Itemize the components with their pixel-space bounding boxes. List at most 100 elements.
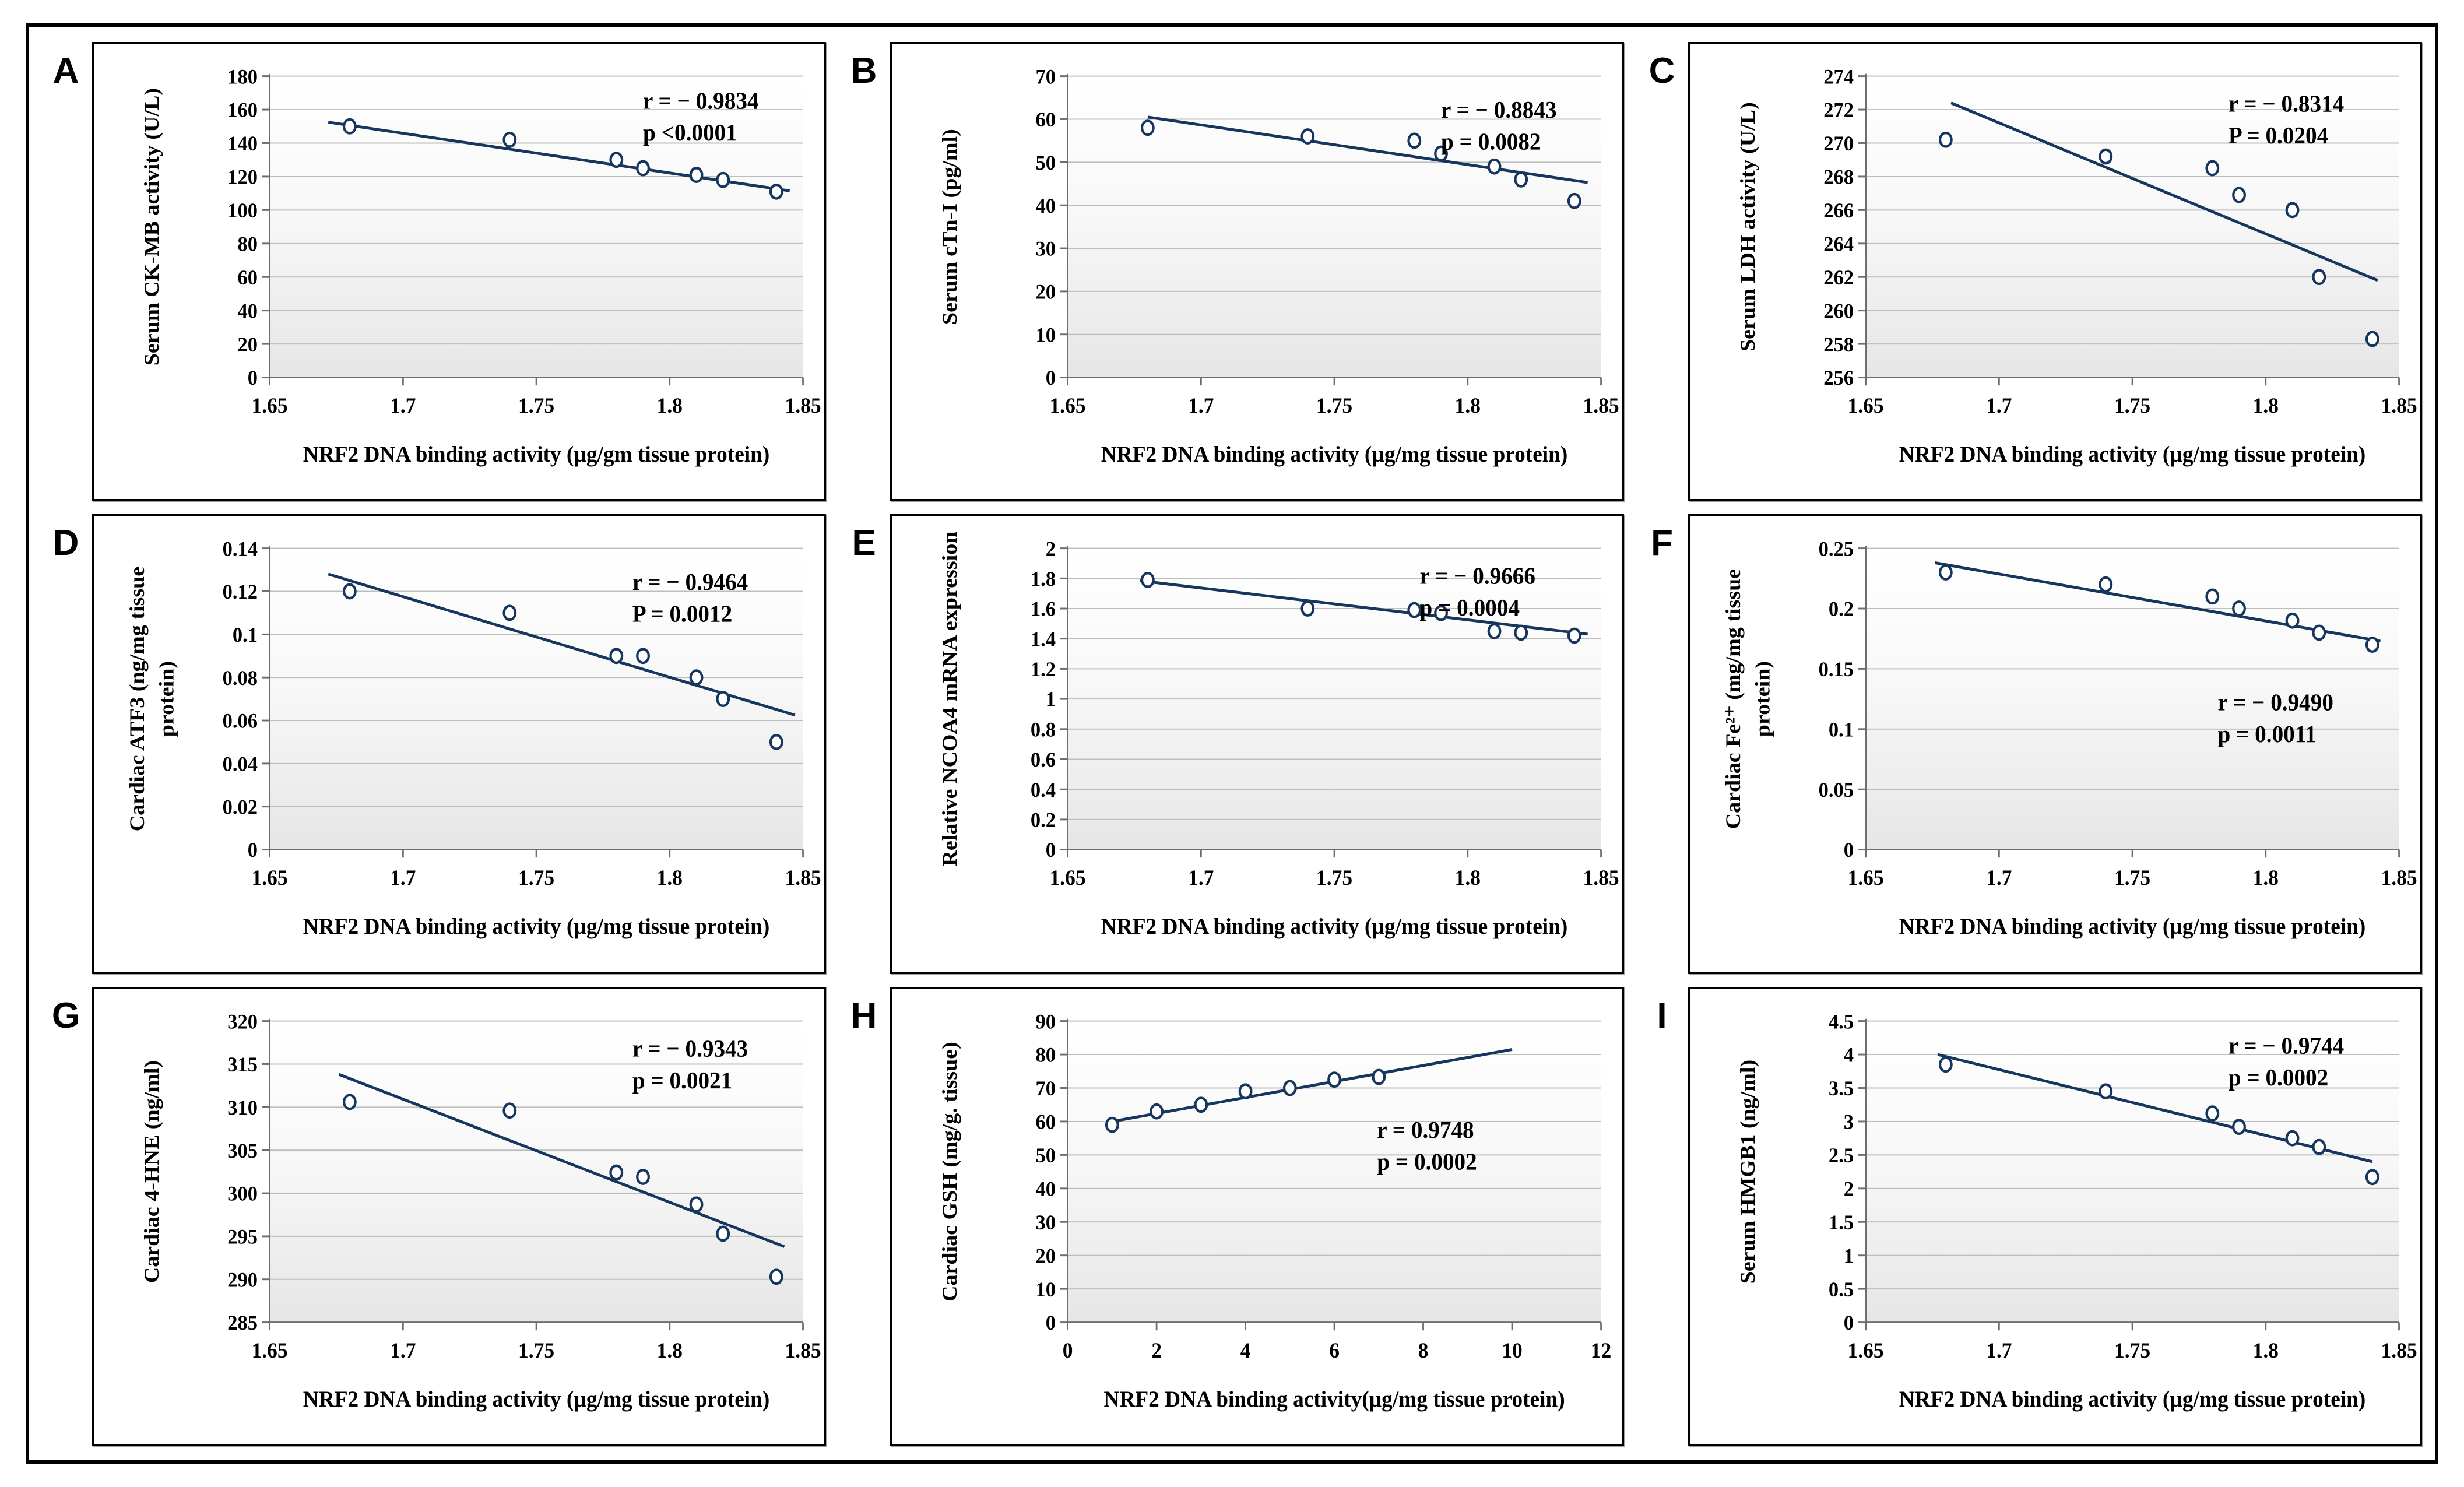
- x-tick-label: 1.65: [252, 866, 288, 890]
- y-tick-label: 10: [1036, 324, 1056, 347]
- panel-d: D 0 0.02 0.04 0.06 0.08 0.1 0.12 0.14 1.65 1.7 1.7…: [38, 514, 826, 974]
- y-tick-label: 3.5: [1829, 1077, 1854, 1100]
- y-tick-label: 10: [1036, 1278, 1056, 1301]
- x-tick-label: 1.8: [1455, 393, 1481, 417]
- data-point: [1407, 602, 1422, 618]
- y-tick-label: 60: [1036, 1110, 1056, 1134]
- y-tick-label: 305: [227, 1139, 258, 1162]
- data-point: [1238, 1083, 1253, 1099]
- x-tick-label: 1.7: [1986, 1338, 2012, 1362]
- plot-area: [1067, 1021, 1601, 1323]
- data-point: [1150, 1103, 1164, 1120]
- scatter-chart-d: 0 0.02 0.04 0.06 0.08 0.1 0.12 0.14 1.65 1.7 1.75 1…: [126, 537, 821, 940]
- data-point: [2099, 1083, 2113, 1099]
- data-point: [502, 604, 517, 621]
- y-tick-label: 0.2: [1031, 808, 1056, 832]
- y-tick-label: 70: [1036, 65, 1056, 89]
- x-tick-label: 1.85: [2381, 1338, 2417, 1362]
- y-tick-label: 1.5: [1829, 1211, 1854, 1234]
- data-point: [769, 734, 783, 751]
- correlation-annotation: r = − 0.9490: [2217, 689, 2333, 716]
- data-point: [1140, 119, 1155, 136]
- panel-letter-c: C: [1648, 51, 1675, 91]
- y-tick-label: 0.15: [1819, 658, 1854, 681]
- panel-box-i: 0 0.5 1 1.5 2 2.5 3 3.5 4 4.5 1.65 1.7 1.75 1.8 1.85 r …: [1688, 986, 2422, 1446]
- x-tick-label: 1.85: [1583, 866, 1619, 890]
- y-axis-title: Serum CK-MB activity (U/L): [140, 88, 164, 365]
- x-axis-title: NRF2 DNA binding activity (µg/mg tissue …: [303, 1387, 770, 1412]
- data-point: [2365, 637, 2379, 653]
- panel-box-g: 285 290 295 300 305 310 315 320 1.65 1.7 1.75 1.8 1.…: [92, 986, 826, 1446]
- y-tick-label: 0: [1046, 839, 1056, 862]
- panel-g: G 285 290 295 300 305 310 315 320 1.65 1.7 1.75 1.8…: [38, 986, 826, 1446]
- data-point: [1300, 128, 1315, 145]
- panel-letter-e: E: [852, 523, 876, 564]
- data-point: [2285, 1130, 2300, 1147]
- data-point: [2232, 1118, 2246, 1135]
- y-tick-label: 1.8: [1031, 568, 1056, 591]
- y-tick-label: 0.5: [1829, 1278, 1854, 1301]
- data-point: [2312, 1138, 2326, 1155]
- correlation-annotation: p = 0.0011: [2217, 721, 2316, 748]
- data-point: [1407, 132, 1422, 149]
- y-tick-label: 1.6: [1031, 597, 1056, 621]
- correlation-annotation: p = 0.0002: [1377, 1148, 1477, 1175]
- trend-line: [1935, 561, 2381, 643]
- x-tick-label: 1.8: [657, 393, 683, 417]
- x-axis-title: NRF2 DNA binding activity (µg/mg tissue …: [1101, 442, 1568, 467]
- x-tick-label: 1.65: [252, 393, 288, 417]
- correlation-annotation: r = − 0.9464: [632, 568, 748, 595]
- y-tick-label: 2: [1844, 1177, 1854, 1200]
- x-tick-label: 1.85: [1583, 393, 1619, 417]
- y-tick-label: 0.05: [1819, 778, 1854, 801]
- y-tick-label: 20: [238, 333, 258, 356]
- x-axis-title: NRF2 DNA binding activity (µg/mg tissue …: [1899, 442, 2366, 467]
- data-point: [609, 152, 624, 168]
- scatter-chart-h: 0 10 20 30 40 50 60 70 80 90 0 2 4 6 8 10 12 r = 0.9748 p …: [939, 1010, 1611, 1412]
- y-tick-label: 268: [1823, 166, 1854, 189]
- x-tick-label: 1.65: [1848, 866, 1884, 890]
- panel-letter-d: D: [52, 523, 79, 564]
- trend-line: [338, 1073, 785, 1248]
- y-tick-label: 274: [1823, 65, 1854, 89]
- scatter-chart-b: 0 10 20 30 40 50 60 70 1.65 1.7 1.75 1.8 1.85 r = − 0…: [939, 65, 1619, 467]
- y-tick-label: 120: [227, 166, 258, 189]
- x-axis-title: NRF2 DNA binding activity (µg/gm tissue …: [303, 442, 770, 467]
- x-tick-label: 1.65: [1848, 393, 1884, 417]
- scatter-chart-f: 0 0.05 0.1 0.15 0.2 0.25 1.65 1.7 1.75 1.8 1.85 r =…: [1722, 537, 2417, 940]
- trend-line: [1950, 101, 2378, 282]
- y-tick-label: 2.5: [1829, 1144, 1854, 1167]
- x-tick-label: 4: [1240, 1338, 1251, 1362]
- data-point: [1487, 623, 1502, 640]
- y-tick-label: 260: [1823, 300, 1854, 323]
- correlation-annotation: r = − 0.9666: [1419, 563, 1535, 589]
- panel-a: A 0 20 40 60 80 100 120 140 160 180 1.65 1.7 1.75 1.8…: [38, 42, 826, 502]
- y-tick-label: 272: [1823, 99, 1854, 122]
- y-tick-label: 0.12: [223, 581, 258, 604]
- panel-letter-b: B: [850, 51, 877, 91]
- data-point: [2285, 613, 2300, 629]
- y-tick-label: 264: [1823, 233, 1854, 256]
- scatter-chart-e: 0 0.2 0.4 0.6 0.8 1 1.2 1.4 1.6 1.8 2 1.65 1.7 1.75 1.…: [939, 532, 1619, 940]
- plot-area: [1865, 1021, 2399, 1323]
- y-tick-label: 80: [238, 233, 258, 256]
- data-point: [609, 648, 624, 665]
- x-tick-label: 1.8: [657, 1338, 683, 1362]
- data-point: [342, 583, 357, 600]
- data-point: [769, 183, 783, 200]
- x-tick-label: 1.65: [1848, 1338, 1884, 1362]
- data-point: [2365, 1169, 2379, 1185]
- y-tick-label: 50: [1036, 151, 1056, 174]
- x-tick-label: 12: [1591, 1338, 1611, 1362]
- correlation-annotation: r = − 0.9744: [2229, 1032, 2345, 1059]
- correlation-annotation: P = 0.0012: [632, 600, 732, 627]
- y-tick-label: 0.1: [233, 624, 258, 647]
- data-point: [342, 1094, 357, 1110]
- y-tick-label: 256: [1823, 367, 1854, 390]
- y-tick-label: 30: [1036, 237, 1056, 261]
- panel-c: C 256 258 260 262 264 266 268 270 272 274 1.65 1.7 1…: [1635, 42, 2422, 502]
- y-axis-title: Cardiac 4-HNE (ng/ml): [140, 1060, 164, 1283]
- x-tick-label: 1.85: [785, 866, 821, 890]
- y-axis-title: protein): [155, 661, 178, 737]
- y-tick-label: 310: [227, 1096, 258, 1119]
